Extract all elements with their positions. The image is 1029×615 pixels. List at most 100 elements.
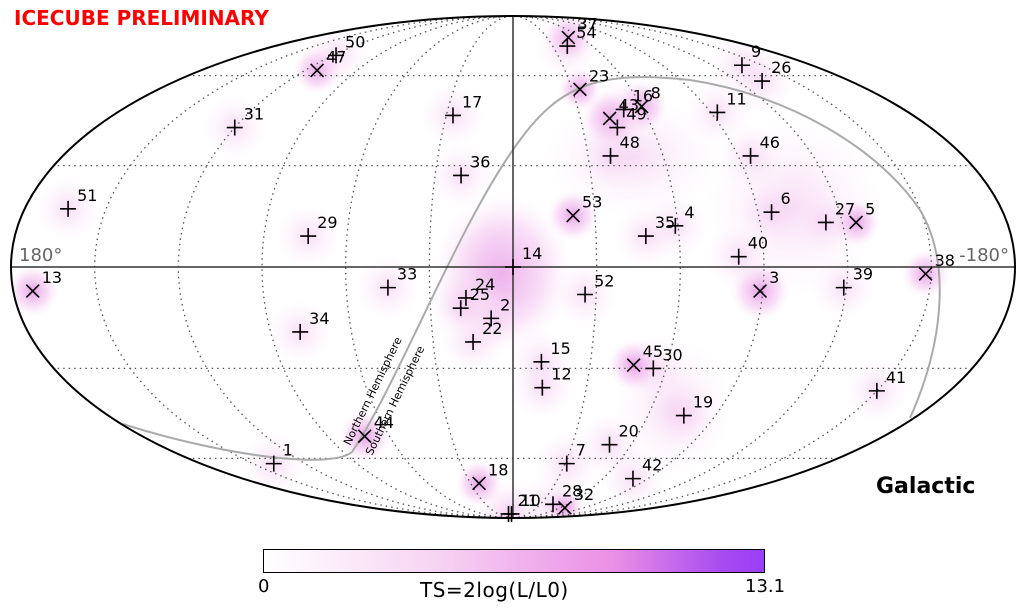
event-33: 33: [379, 265, 417, 296]
colorbar-max-label: 13.1: [745, 576, 786, 597]
event-4: 4: [667, 203, 695, 234]
event-48: 48: [602, 133, 640, 164]
event-label-6: 6: [781, 189, 791, 208]
event-19: 19: [675, 393, 713, 424]
event-label-3: 3: [769, 268, 779, 287]
event-22: 22: [465, 319, 502, 350]
event-9: 9: [733, 42, 761, 74]
event-43: 43: [602, 95, 639, 126]
event-50: 50: [328, 32, 365, 64]
event-label-2: 2: [500, 295, 510, 314]
event-41: 41: [868, 368, 906, 399]
event-label-30: 30: [662, 345, 682, 364]
event-46: 46: [742, 133, 780, 164]
event-14: 14: [505, 244, 542, 275]
x-axis-label-right: -180°: [959, 245, 1009, 266]
coordinate-system-label: Galactic: [876, 474, 976, 499]
event-6: 6: [763, 189, 791, 221]
event-54: 54: [559, 23, 597, 55]
event-28: 28: [544, 481, 582, 513]
event-label-4: 4: [684, 203, 694, 222]
event-label-24: 24: [475, 275, 495, 294]
event-16: 16: [615, 86, 653, 118]
event-label-28: 28: [562, 481, 582, 500]
event-51: 51: [60, 186, 97, 217]
event-label-53: 53: [582, 193, 602, 212]
event-label-37: 37: [577, 14, 597, 33]
event-label-46: 46: [760, 133, 780, 152]
event-label-52: 52: [594, 271, 614, 290]
event-26: 26: [754, 58, 791, 90]
event-20: 20: [601, 422, 639, 453]
event-label-16: 16: [633, 86, 653, 105]
event-label-29: 29: [317, 213, 337, 232]
event-11: 11: [709, 89, 747, 121]
event-23: 23: [572, 66, 609, 97]
meridian: [428, 16, 514, 518]
x-axis-label-left: 180°: [19, 245, 62, 266]
event-label-18: 18: [488, 460, 508, 479]
colorbar-min-label: 0: [258, 576, 270, 597]
event-8: 8: [634, 83, 661, 114]
event-52: 52: [577, 271, 614, 303]
event-label-25: 25: [470, 285, 490, 304]
event-label-44: 44: [374, 413, 394, 432]
event-45: 45: [626, 342, 663, 373]
event-21: 21: [500, 491, 538, 522]
event-label-40: 40: [748, 234, 768, 253]
event-label-22: 22: [482, 319, 502, 338]
event-2: 2: [483, 295, 510, 327]
event-label-49: 49: [626, 105, 646, 124]
event-29: 29: [300, 213, 338, 245]
event-49: 49: [609, 105, 647, 136]
meridian: [512, 16, 681, 518]
event-37: 37: [561, 14, 598, 45]
event-label-8: 8: [651, 83, 661, 102]
event-44: 44: [357, 413, 394, 444]
event-label-13: 13: [42, 268, 62, 287]
event-1: 1: [265, 441, 293, 472]
event-7: 7: [558, 441, 586, 472]
event-label-19: 19: [693, 393, 713, 412]
event-5: 5: [849, 199, 875, 230]
event-label-54: 54: [576, 23, 596, 42]
event-label-50: 50: [345, 32, 365, 51]
event-label-41: 41: [886, 368, 906, 387]
event-24: 24: [457, 275, 495, 306]
event-15: 15: [533, 339, 571, 370]
event-30: 30: [645, 345, 683, 377]
event-label-9: 9: [751, 42, 761, 61]
colorbar-label: TS=2log(L/L0): [420, 578, 569, 602]
event-label-48: 48: [620, 133, 640, 152]
event-label-14: 14: [522, 244, 542, 263]
event-label-35: 35: [655, 213, 675, 232]
event-39: 39: [835, 265, 873, 296]
event-34: 34: [292, 309, 330, 340]
event-label-34: 34: [309, 309, 329, 328]
event-label-15: 15: [550, 339, 570, 358]
event-31: 31: [226, 105, 264, 136]
celestial-equator-curve: [122, 76, 941, 461]
event-53: 53: [566, 193, 602, 223]
event-label-32: 32: [574, 485, 594, 504]
event-18: 18: [472, 460, 508, 491]
event-17: 17: [444, 92, 482, 124]
event-label-12: 12: [551, 365, 571, 384]
event-label-38: 38: [935, 251, 955, 270]
event-label-43: 43: [619, 95, 639, 114]
event-label-36: 36: [470, 152, 490, 171]
event-label-51: 51: [77, 186, 97, 205]
meridian: [345, 16, 514, 518]
event-40: 40: [730, 234, 768, 265]
event-label-31: 31: [244, 105, 264, 124]
event-label-42: 42: [642, 456, 662, 475]
event-label-5: 5: [865, 199, 875, 218]
event-3: 3: [753, 268, 779, 299]
sky-outline: [10, 15, 1016, 519]
event-label-39: 39: [853, 265, 873, 284]
event-label-26: 26: [771, 58, 791, 77]
event-32: 32: [557, 485, 594, 515]
preliminary-label: ICECUBE PRELIMINARY: [14, 6, 269, 30]
event-label-45: 45: [643, 342, 663, 361]
